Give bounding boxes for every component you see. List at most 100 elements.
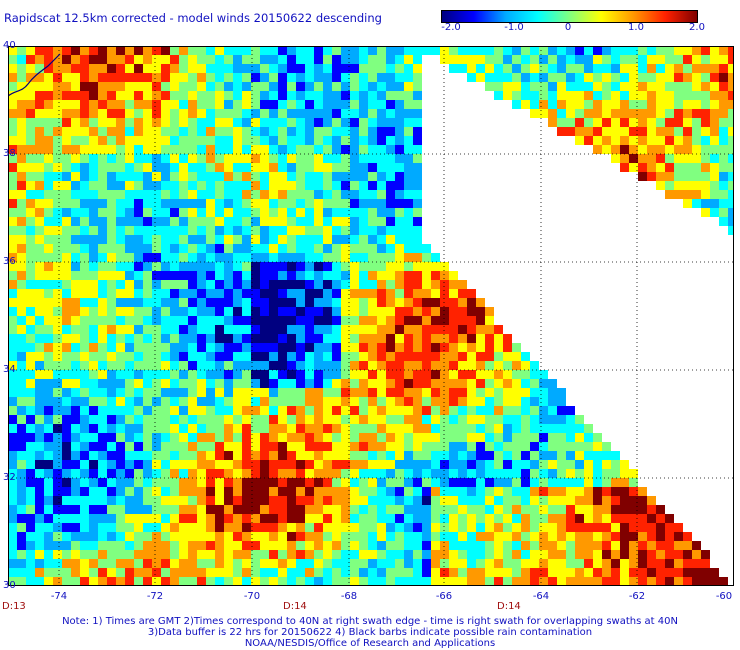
wind-cell: [161, 451, 170, 460]
wind-cell: [116, 136, 125, 145]
wind-cell: [458, 514, 467, 523]
wind-cell: [107, 289, 116, 298]
wind-cell: [314, 118, 323, 127]
wind-cell: [35, 136, 44, 145]
wind-cell: [620, 136, 629, 145]
wind-cell: [278, 523, 287, 532]
wind-cell: [179, 136, 188, 145]
wind-cell: [638, 91, 647, 100]
wind-cell: [197, 163, 206, 172]
wind-cell: [89, 460, 98, 469]
wind-cell: [413, 370, 422, 379]
wind-cell: [368, 424, 377, 433]
wind-cell: [629, 145, 638, 154]
wind-cell: [458, 64, 467, 73]
wind-cell: [539, 424, 548, 433]
wind-cell: [224, 73, 233, 82]
wind-cell: [431, 406, 440, 415]
wind-cell: [35, 235, 44, 244]
wind-cell: [278, 316, 287, 325]
time-label: D:14: [283, 601, 307, 612]
wind-cell: [404, 559, 413, 568]
wind-cell: [125, 271, 134, 280]
wind-cell: [611, 64, 620, 73]
wind-cell: [422, 289, 431, 298]
wind-cell: [53, 424, 62, 433]
wind-cell: [80, 559, 89, 568]
wind-cell: [332, 406, 341, 415]
wind-cell: [341, 424, 350, 433]
wind-cell: [242, 235, 251, 244]
wind-cell: [305, 316, 314, 325]
wind-cell: [350, 100, 359, 109]
wind-cell: [125, 514, 134, 523]
wind-cell: [224, 100, 233, 109]
wind-cell: [710, 568, 719, 577]
wind-cell: [71, 442, 80, 451]
wind-cell: [35, 334, 44, 343]
wind-cell: [521, 577, 530, 586]
wind-cell: [116, 559, 125, 568]
wind-cell: [44, 145, 53, 154]
wind-cell: [98, 262, 107, 271]
wind-cell: [35, 253, 44, 262]
wind-cell: [170, 370, 179, 379]
wind-cell: [17, 397, 26, 406]
wind-cell: [161, 577, 170, 586]
wind-cell: [413, 82, 422, 91]
wind-cell: [35, 154, 44, 163]
wind-cell: [44, 100, 53, 109]
wind-cell: [224, 469, 233, 478]
wind-cell: [80, 433, 89, 442]
wind-cell: [485, 532, 494, 541]
wind-cell: [386, 280, 395, 289]
wind-cell: [116, 64, 125, 73]
wind-cell: [251, 325, 260, 334]
wind-cell: [323, 100, 332, 109]
wind-cell: [449, 451, 458, 460]
wind-cell: [35, 307, 44, 316]
wind-cell: [8, 280, 17, 289]
wind-cell: [665, 145, 674, 154]
wind-cell: [107, 352, 116, 361]
wind-cell: [26, 316, 35, 325]
wind-cell: [566, 442, 575, 451]
wind-cell: [62, 397, 71, 406]
wind-cell: [314, 415, 323, 424]
wind-cell: [287, 82, 296, 91]
wind-cell: [521, 541, 530, 550]
wind-cell: [53, 487, 62, 496]
wind-cell: [206, 559, 215, 568]
wind-cell: [170, 235, 179, 244]
wind-cell: [314, 541, 323, 550]
wind-cell: [26, 46, 35, 55]
wind-cell: [368, 145, 377, 154]
wind-cell: [413, 217, 422, 226]
wind-cell: [701, 73, 710, 82]
wind-cell: [512, 577, 521, 586]
wind-cell: [215, 154, 224, 163]
wind-cell: [89, 289, 98, 298]
wind-cell: [206, 316, 215, 325]
wind-cell: [728, 181, 734, 190]
wind-cell: [71, 91, 80, 100]
wind-cell: [80, 199, 89, 208]
wind-cell: [539, 370, 548, 379]
wind-cell: [422, 469, 431, 478]
wind-cell: [305, 118, 314, 127]
wind-cell: [233, 496, 242, 505]
wind-cell: [404, 91, 413, 100]
wind-cell: [323, 415, 332, 424]
wind-cell: [44, 334, 53, 343]
wind-cell: [80, 118, 89, 127]
wind-cell: [521, 82, 530, 91]
wind-cell: [512, 451, 521, 460]
wind-cell: [242, 505, 251, 514]
wind-cell: [431, 253, 440, 262]
wind-cell: [521, 388, 530, 397]
wind-cell: [170, 505, 179, 514]
wind-cell: [692, 577, 701, 586]
wind-cell: [206, 550, 215, 559]
wind-cell: [422, 307, 431, 316]
wind-cell: [305, 451, 314, 460]
